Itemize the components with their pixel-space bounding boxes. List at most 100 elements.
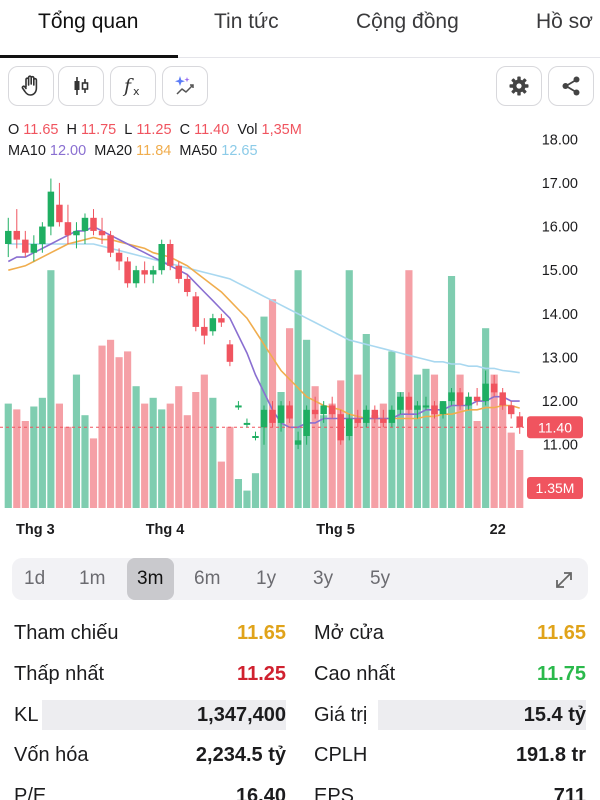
- volume-bar: [430, 374, 439, 508]
- ohlc-legend: O 11.65 H 11.75 L 11.25 C 11.40 Vol 1,35M: [8, 122, 306, 138]
- volume-bar: [371, 415, 379, 508]
- stat-shares-outstanding: CPLH 191.8 tr: [314, 740, 586, 770]
- price-chart[interactable]: 18.00 17.00 16.00 15.00 14.00 13.00 12.00 11.00…: [0, 116, 600, 546]
- candle-body: [73, 230, 80, 236]
- stat-value: 191.8 tr: [515, 744, 586, 766]
- volume-bar: [30, 406, 38, 508]
- volume-bar: [175, 386, 183, 508]
- stat-pe: P/E 16.40: [14, 781, 286, 800]
- candle-body: [201, 326, 208, 336]
- last-volume-tag: [527, 477, 583, 499]
- candle-body: [149, 270, 157, 275]
- candle-body: [473, 396, 481, 402]
- volume-bar: [465, 403, 473, 508]
- low-value: 11.25: [136, 122, 172, 138]
- candle-body: [516, 416, 523, 428]
- volume-bar: [158, 409, 166, 508]
- share-icon: [562, 76, 580, 96]
- stat-label: P/E: [14, 785, 47, 800]
- volume-bar: [183, 415, 191, 508]
- volume-bar: [277, 392, 285, 508]
- volume-bar: [243, 490, 251, 508]
- stat-open-price: Mở cửa 11.65: [314, 618, 586, 648]
- volume-bar: [106, 339, 115, 508]
- volume-bar: [456, 374, 464, 508]
- indicator-function-button[interactable]: f x: [110, 66, 156, 106]
- stat-eps: EPS 711: [314, 781, 586, 800]
- candle-body: [448, 392, 455, 402]
- volume-bar: [64, 426, 72, 508]
- share-button[interactable]: [548, 66, 594, 106]
- range-active-highlight: [127, 558, 174, 600]
- hand-tool-button[interactable]: [8, 66, 54, 106]
- volume-bar: [166, 403, 174, 508]
- tab-overview[interactable]: Tổng quan: [38, 10, 139, 33]
- candle-body: [226, 344, 234, 362]
- ai-analysis-button[interactable]: [162, 66, 208, 106]
- range-3m[interactable]: 3m: [137, 568, 164, 589]
- candle-body: [56, 204, 63, 223]
- candle-body: [158, 244, 165, 271]
- last-price-label: 11.40: [538, 419, 572, 435]
- volume-bar: [124, 351, 132, 508]
- candle-body: [81, 217, 89, 231]
- volume-label: Vol: [237, 122, 258, 138]
- tab-community[interactable]: Cộng đồng: [356, 10, 459, 33]
- volume-bar: [89, 438, 98, 508]
- ma50-value: 12.65: [221, 143, 258, 159]
- candle-body: [388, 409, 396, 423]
- x-tick-label: Thg 5: [316, 522, 355, 538]
- ma20-label: MA20: [94, 143, 133, 159]
- y-tick-label: 12.00: [542, 394, 578, 410]
- candle-body: [132, 270, 140, 284]
- fullscreen-button[interactable]: [552, 568, 576, 597]
- stat-value: 2,234.5 tỷ: [195, 744, 286, 766]
- svg-text:x: x: [133, 85, 140, 98]
- volume-bar: [217, 461, 225, 508]
- range-1y[interactable]: 1y: [256, 568, 277, 589]
- time-range-selector: [12, 558, 588, 600]
- volume-bar: [507, 432, 515, 508]
- stat-value: 11.65: [537, 622, 586, 644]
- candle-body: [22, 239, 29, 253]
- y-tick-label: 13.00: [542, 350, 578, 366]
- volume-bar: [396, 392, 404, 508]
- candle-body: [490, 383, 498, 393]
- stat-label: Giá trị: [314, 704, 368, 726]
- open-label: O: [8, 122, 20, 138]
- stat-volume: KL 1,347,400: [14, 700, 286, 730]
- stat-trade-value: Giá trị 15.4 tỷ: [314, 700, 586, 730]
- high-label: H: [66, 122, 78, 138]
- candle-body: [346, 418, 353, 436]
- range-5y[interactable]: 5y: [370, 568, 391, 589]
- hand-icon: [21, 75, 38, 96]
- volume-bar: [388, 351, 396, 508]
- stat-value: 711: [553, 785, 586, 800]
- x-tick-label: 22: [490, 522, 506, 538]
- candlestick-icon: [74, 77, 89, 95]
- candle-body: [337, 414, 344, 441]
- candlestick-type-button[interactable]: [58, 66, 104, 106]
- chart-settings-button[interactable]: [496, 66, 542, 106]
- volume-bar: [379, 403, 387, 508]
- range-1m[interactable]: 1m: [79, 568, 106, 589]
- tab-profile[interactable]: Hồ sơ: [536, 10, 593, 33]
- candle-body: [354, 418, 362, 423]
- close-value: 11.40: [194, 122, 230, 138]
- range-1d[interactable]: 1d: [24, 568, 46, 589]
- stat-label: Vốn hóa: [14, 744, 89, 766]
- candle-body: [456, 392, 464, 406]
- range-3y[interactable]: 3y: [313, 568, 334, 589]
- stat-value: 11.65: [237, 622, 286, 644]
- candle-body: [465, 396, 472, 406]
- volume-value: 1,35M: [261, 122, 302, 138]
- candle-body: [499, 392, 506, 406]
- volume-bar: [516, 450, 524, 508]
- tab-news[interactable]: Tin tức: [214, 10, 279, 33]
- candle-body: [252, 436, 259, 438]
- ma20-value: 11.84: [136, 143, 172, 159]
- volume-bar: [4, 403, 12, 508]
- y-tick-label: 11.00: [543, 438, 578, 454]
- range-6m[interactable]: 6m: [194, 568, 221, 589]
- active-tab-indicator: [0, 55, 178, 58]
